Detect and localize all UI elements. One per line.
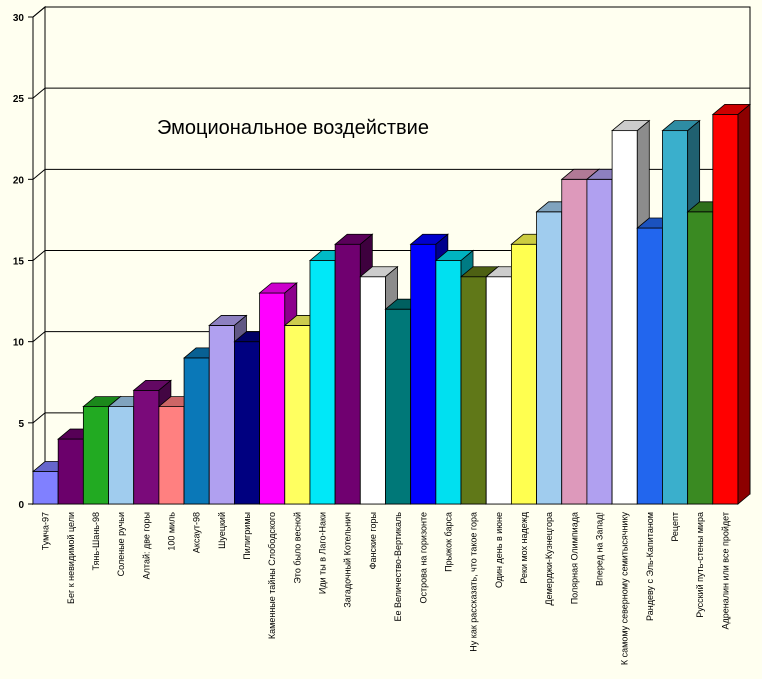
bar-front: [284, 325, 311, 505]
category-label: Адреналин или все пройдет: [720, 512, 730, 629]
bar-front: [662, 130, 689, 505]
bar-front: [259, 292, 286, 505]
category-label: Это было весной: [292, 512, 302, 584]
category-label: Фанские горы: [368, 512, 378, 569]
category-label: Вперед на Запад!: [595, 512, 605, 586]
gridline-side: [32, 87, 46, 99]
chart-title: Эмоциональное воздействие: [157, 117, 429, 139]
bar-front: [334, 243, 361, 505]
category-label: Реки мох надежд: [519, 511, 529, 583]
bar-front: [158, 406, 185, 505]
gridline-side: [32, 6, 46, 18]
category-label: Демерджи-Кузнецгора: [544, 512, 554, 606]
category-label: Алтай: две горы: [141, 512, 151, 579]
bar-front: [208, 325, 235, 505]
y-tick-label: 30: [13, 13, 25, 24]
gridline-side: [32, 250, 46, 261]
bar-front: [561, 178, 588, 505]
bar-front: [712, 114, 739, 505]
gridline-side: [32, 168, 46, 180]
bar-front: [460, 276, 487, 505]
bar-front: [410, 243, 437, 505]
y-tick-label: 0: [18, 500, 24, 511]
bar-side: [737, 103, 751, 505]
category-label: Прыжок барса: [443, 512, 453, 572]
bar-front: [183, 357, 210, 505]
category-label: Рандеву с Эль-Капитаном: [645, 512, 655, 621]
y-tick-label: 15: [13, 257, 25, 268]
bar-front: [485, 276, 512, 505]
category-label: Аксаут-98: [192, 512, 202, 553]
y-tick-label: 10: [13, 338, 25, 349]
bar-front: [536, 211, 563, 505]
bar-front: [611, 130, 638, 505]
y-tick-label: 5: [18, 419, 24, 430]
category-label: Бег к невидимой цели: [66, 512, 76, 604]
bar-front: [82, 406, 109, 505]
bar-front: [586, 178, 613, 505]
bar-front: [57, 438, 84, 505]
labels: Тумча-97 Бег к невидимой цели Тянь-Шань-98…: [41, 511, 731, 665]
bar-front: [435, 260, 462, 505]
bar-front: [510, 243, 537, 505]
bar-front: [636, 227, 663, 505]
category-label: Каменные тайны Слободского: [267, 512, 277, 639]
category-label: Загадочный Котельнич: [343, 512, 353, 608]
bar-front: [108, 406, 135, 505]
category-label: Рецепт: [670, 512, 680, 542]
bars: [31, 103, 752, 505]
gridline-side: [32, 412, 46, 424]
y-tick-label: 25: [13, 94, 25, 105]
category-label: Ее Величество-Вертикаль: [393, 512, 403, 622]
gridline-side: [32, 331, 46, 343]
bar-front: [309, 260, 336, 505]
category-label: Один день в июне: [494, 512, 504, 588]
bar-front: [687, 211, 714, 505]
category-label: К самому северному семитысячнику: [620, 512, 630, 666]
bar-front: [359, 276, 386, 505]
category-label: Русский путь-стены мира: [695, 512, 705, 618]
bar-front: [385, 308, 412, 505]
category-label: Соленые ручьи: [116, 512, 126, 576]
bar-front: [133, 389, 160, 505]
bar-front: [32, 471, 59, 505]
category-label: Ну как рассказать, что такое гора: [469, 512, 479, 652]
category-label: Пилигримы: [242, 512, 252, 560]
category-label: Шуецкий: [217, 512, 227, 549]
category-label: Острова на горизонте: [418, 512, 428, 603]
y-tick-label: 20: [13, 175, 25, 186]
category-label: Полярная Олимпиада: [569, 512, 579, 604]
category-label: Иди ты в Лаго-Наки: [318, 512, 328, 594]
category-label: 100 миль: [166, 512, 176, 551]
bar: [711, 103, 752, 505]
category-label: Тянь-Шань-98: [91, 512, 101, 570]
bar-front: [234, 341, 261, 505]
category-label: Тумча-97: [41, 512, 51, 550]
